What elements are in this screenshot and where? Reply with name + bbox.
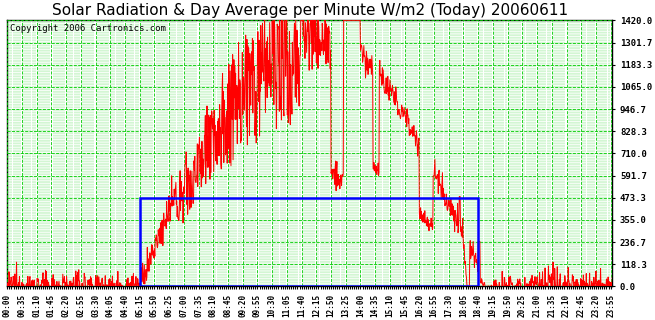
Text: Copyright 2006 Cartronics.com: Copyright 2006 Cartronics.com: [10, 24, 166, 33]
Title: Solar Radiation & Day Average per Minute W/m2 (Today) 20060611: Solar Radiation & Day Average per Minute…: [52, 3, 568, 18]
Bar: [140, 198, 478, 286]
